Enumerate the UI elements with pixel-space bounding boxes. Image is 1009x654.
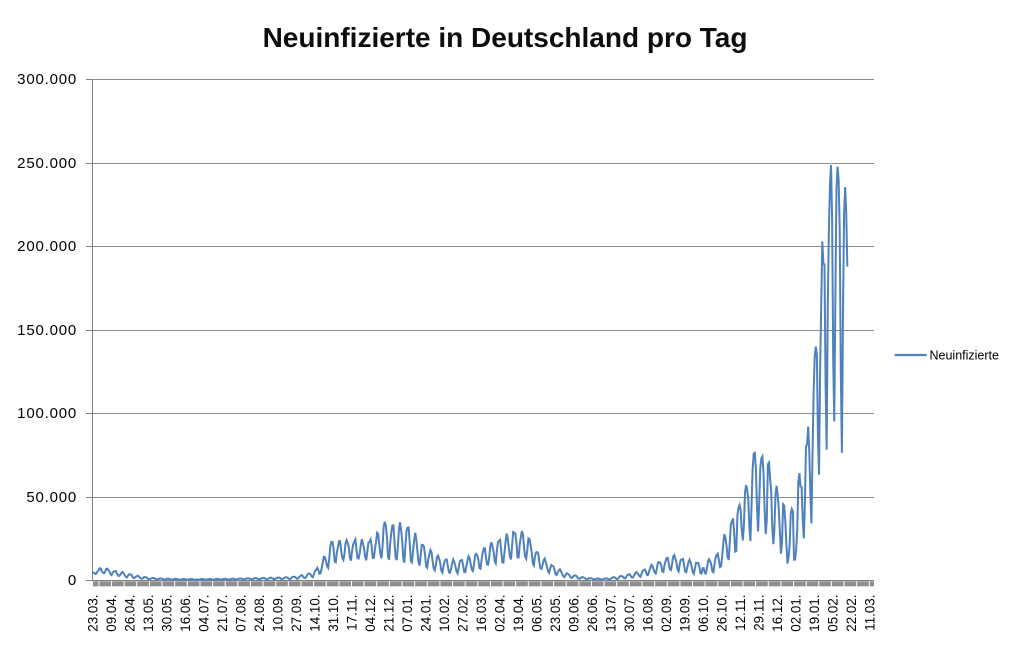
svg-text:09.04.: 09.04. bbox=[104, 595, 119, 632]
svg-text:13.05.: 13.05. bbox=[141, 595, 156, 632]
svg-text:21.12.: 21.12. bbox=[382, 595, 397, 632]
svg-text:14.10.: 14.10. bbox=[308, 595, 323, 632]
svg-text:11.03.: 11.03. bbox=[863, 595, 878, 631]
svg-text:26.10.: 26.10. bbox=[715, 595, 730, 632]
svg-text:12.11.: 12.11. bbox=[733, 595, 748, 631]
svg-text:17.11.: 17.11. bbox=[345, 595, 360, 631]
svg-text:16.06.: 16.06. bbox=[178, 595, 193, 632]
svg-text:24.01.: 24.01. bbox=[419, 595, 434, 632]
svg-text:27.02.: 27.02. bbox=[456, 595, 471, 632]
svg-text:07.01.: 07.01. bbox=[400, 595, 415, 632]
svg-text:02.01.: 02.01. bbox=[789, 595, 804, 632]
svg-text:04.07.: 04.07. bbox=[197, 595, 212, 632]
svg-text:26.04.: 26.04. bbox=[123, 595, 138, 632]
svg-text:29.11.: 29.11. bbox=[752, 595, 767, 631]
svg-text:31.10.: 31.10. bbox=[326, 595, 341, 632]
svg-text:19.04.: 19.04. bbox=[511, 595, 526, 632]
svg-text:23.05.: 23.05. bbox=[548, 595, 563, 632]
svg-text:13.07.: 13.07. bbox=[604, 595, 619, 632]
svg-text:04.12.: 04.12. bbox=[363, 595, 378, 632]
svg-text:10.09.: 10.09. bbox=[271, 595, 286, 632]
svg-text:27.09.: 27.09. bbox=[289, 595, 304, 632]
svg-text:50.000: 50.000 bbox=[26, 489, 77, 506]
svg-text:23.03.: 23.03. bbox=[86, 595, 101, 632]
svg-text:26.06.: 26.06. bbox=[585, 595, 600, 632]
svg-text:Neuinfizierte in Deutschland p: Neuinfizierte in Deutschland pro Tag bbox=[263, 22, 748, 53]
svg-text:100.000: 100.000 bbox=[17, 405, 77, 422]
svg-text:24.08.: 24.08. bbox=[252, 595, 267, 632]
svg-text:250.000: 250.000 bbox=[17, 155, 77, 172]
svg-text:Neuinfizierte: Neuinfizierte bbox=[930, 349, 1000, 363]
svg-text:09.06.: 09.06. bbox=[567, 595, 582, 632]
svg-text:0: 0 bbox=[68, 572, 77, 589]
svg-text:21.07.: 21.07. bbox=[215, 595, 230, 632]
svg-text:150.000: 150.000 bbox=[17, 322, 77, 339]
svg-text:02.09.: 02.09. bbox=[659, 595, 674, 632]
svg-text:30.05.: 30.05. bbox=[160, 595, 175, 632]
svg-text:30.07.: 30.07. bbox=[622, 595, 637, 632]
svg-text:02.04.: 02.04. bbox=[493, 595, 508, 632]
svg-text:19.09.: 19.09. bbox=[678, 595, 693, 632]
svg-text:16.12.: 16.12. bbox=[770, 595, 785, 632]
svg-text:22.02.: 22.02. bbox=[844, 595, 859, 632]
svg-text:16.03.: 16.03. bbox=[474, 595, 489, 632]
svg-text:16.08.: 16.08. bbox=[641, 595, 656, 632]
svg-text:300.000: 300.000 bbox=[17, 71, 77, 88]
svg-text:06.10.: 06.10. bbox=[696, 595, 711, 632]
svg-text:07.08.: 07.08. bbox=[234, 595, 249, 632]
svg-text:10.02.: 10.02. bbox=[437, 595, 452, 632]
svg-text:05.02.: 05.02. bbox=[826, 595, 841, 632]
svg-text:19.01.: 19.01. bbox=[807, 595, 822, 632]
svg-text:06.05.: 06.05. bbox=[530, 595, 545, 632]
svg-text:200.000: 200.000 bbox=[17, 238, 77, 255]
